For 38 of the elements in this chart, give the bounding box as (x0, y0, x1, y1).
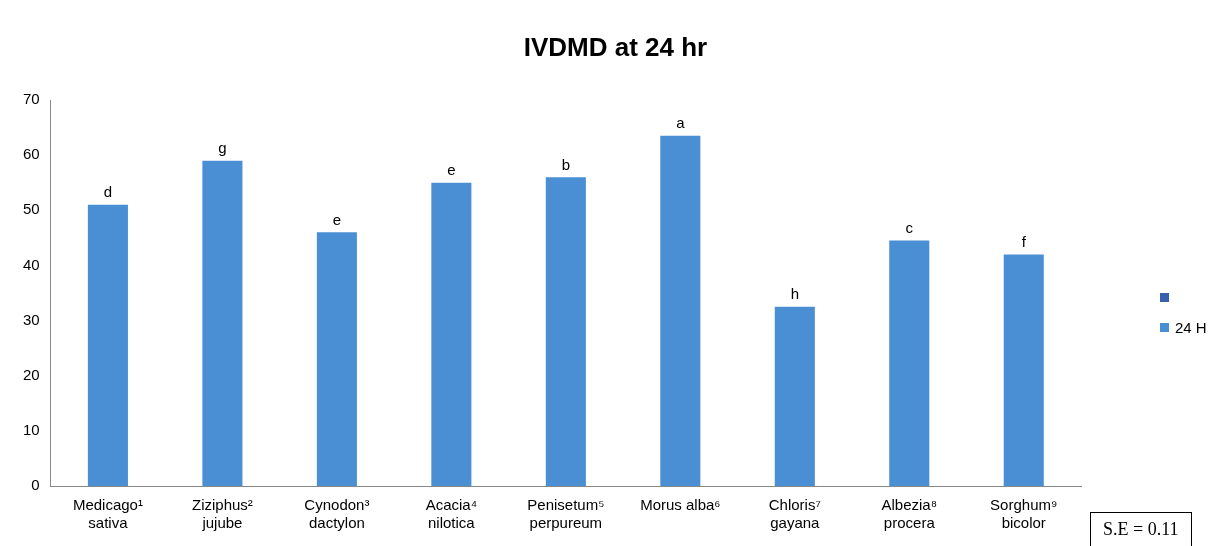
x-tick-label: Acacia⁴ nilotica (425, 496, 478, 532)
x-tick-label: Ziziphus² jujube (191, 496, 253, 532)
x-tick-label: Chloris⁷ gayana (768, 496, 821, 532)
data-label: c (905, 219, 914, 237)
x-tick-label: Medicago¹ sativa (72, 496, 143, 532)
data-label: e (332, 210, 342, 228)
x-tick-label: Sorghum⁹ bicolor (990, 496, 1058, 532)
y-tick-label: 30 (23, 310, 40, 328)
bar (87, 204, 128, 486)
y-tick-label: 70 (23, 90, 40, 108)
bar (1003, 254, 1044, 486)
data-label: h (790, 285, 799, 303)
y-tick-label: 60 (23, 145, 40, 163)
y-tick-label: 50 (23, 200, 40, 218)
x-tick-label: Cynodon³ dactylon (304, 496, 370, 532)
bar (660, 135, 701, 486)
y-tick-label: 40 (23, 255, 40, 273)
x-tick-label: Penisetum⁵ perpureum (527, 496, 605, 532)
legend-label: 24 H (1174, 317, 1207, 338)
data-label: e (447, 161, 456, 179)
data-label: g (218, 139, 227, 157)
bar (202, 160, 243, 486)
bar (774, 306, 815, 486)
bar (889, 240, 930, 486)
bar (316, 232, 357, 486)
y-tick-label: 0 (31, 476, 40, 494)
data-label: a (676, 114, 686, 132)
data-label: d (103, 183, 113, 201)
x-tick-label: Albezia⁸ procera (881, 496, 938, 532)
x-tick-label: Morus alba⁶ (640, 496, 721, 514)
bar (431, 182, 472, 486)
data-label: f (1021, 233, 1027, 251)
text: S.E = 0.11 (1090, 512, 1192, 546)
data-label: b (561, 155, 571, 173)
bar (545, 177, 586, 486)
chart-title: IVDMD at 24 hr (522, 32, 709, 63)
y-tick-label: 20 (23, 365, 40, 383)
y-tick-label: 10 (23, 421, 40, 438)
